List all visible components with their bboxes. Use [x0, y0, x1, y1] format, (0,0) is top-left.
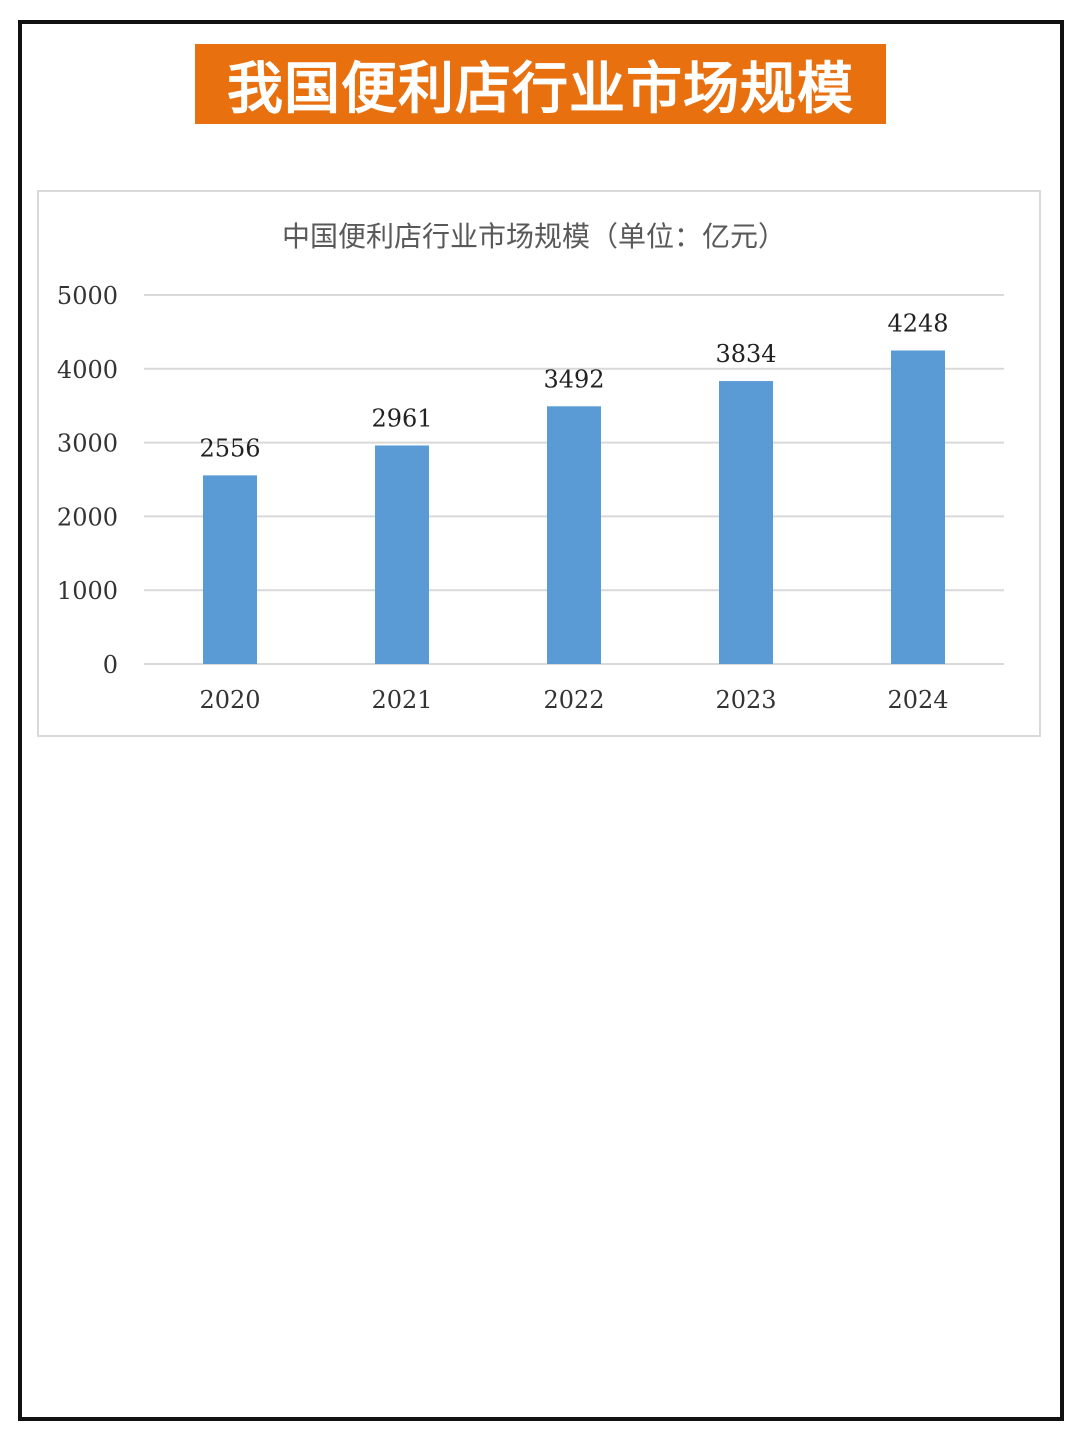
data-label-2020: 2556 — [199, 434, 260, 462]
x-tick-label-2021: 2021 — [371, 686, 432, 714]
y-tick-label: 1000 — [57, 577, 118, 605]
data-label-2023: 3834 — [715, 340, 776, 368]
y-tick-label: 4000 — [57, 356, 118, 384]
y-tick-label: 0 — [103, 651, 118, 679]
bar-2024 — [891, 350, 945, 664]
y-tick-label: 2000 — [57, 503, 118, 531]
x-tick-label-2020: 2020 — [199, 686, 260, 714]
y-tick-label: 3000 — [57, 430, 118, 458]
x-tick-label-2024: 2024 — [887, 686, 948, 714]
bar-2022 — [547, 406, 601, 664]
bar-2020 — [203, 475, 257, 664]
title-banner: 我国便利店行业市场规模 — [195, 44, 886, 124]
y-tick-label: 5000 — [57, 282, 118, 310]
bar-2021 — [375, 445, 429, 664]
x-tick-label-2023: 2023 — [715, 686, 776, 714]
x-tick-label-2022: 2022 — [543, 686, 604, 714]
x-axis-ticks: 2020 2021 2022 2023 2024 — [199, 686, 948, 714]
data-label-2024: 4248 — [887, 309, 948, 337]
bars: 2556 2961 3492 3834 4248 — [199, 309, 949, 664]
bar-chart: 中国便利店行业市场规模（单位：亿元） 0 1000 2000 3000 4000 5000… — [57, 220, 1004, 714]
bar-2023 — [719, 381, 773, 664]
data-label-2022: 3492 — [543, 365, 604, 393]
chart-title: 中国便利店行业市场规模（单位：亿元） — [282, 220, 786, 253]
banner-title: 我国便利店行业市场规模 — [227, 56, 854, 122]
gridlines — [144, 294, 1004, 665]
data-label-2021: 2961 — [371, 404, 432, 432]
chart-container: 中国便利店行业市场规模（单位：亿元） 0 1000 2000 3000 4000 5000… — [37, 190, 1041, 737]
y-axis-ticks: 0 1000 2000 3000 4000 5000 — [57, 282, 118, 679]
